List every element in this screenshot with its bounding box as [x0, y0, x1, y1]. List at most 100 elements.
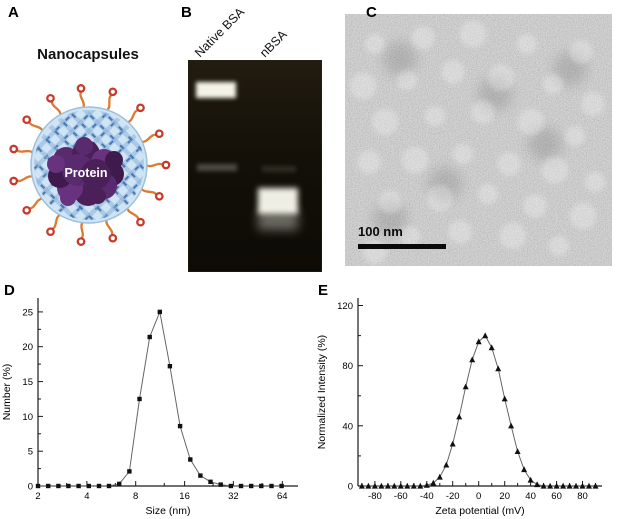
data-marker [157, 309, 162, 315]
data-marker [397, 482, 404, 489]
nanocapsule-spot [441, 60, 465, 84]
data-marker [66, 483, 71, 489]
nanocapsule-spot [378, 190, 402, 214]
protein-label: Protein [64, 166, 107, 180]
y-axis-label: Normalized Intensity (%) [316, 335, 328, 449]
nanocapsule-spot [549, 236, 569, 256]
data-marker [391, 482, 398, 489]
data-marker [46, 483, 51, 489]
data-marker [553, 482, 560, 489]
y-tick-label: 5 [28, 447, 33, 458]
x-tick-label: 40 [525, 491, 536, 502]
x-tick-label: 80 [577, 491, 588, 502]
x-tick-label: 4 [84, 491, 89, 502]
x-axis-label: Size (nm) [146, 505, 191, 517]
data-marker [469, 356, 476, 363]
nanocapsule-spot [497, 152, 521, 176]
protein-blob [90, 188, 106, 204]
nanocapsule-spot [453, 144, 473, 164]
x-tick-label: -40 [420, 491, 434, 502]
data-marker [586, 482, 592, 489]
data-marker [475, 338, 482, 345]
scale-bar-label: 100 nm [358, 224, 403, 239]
data-marker [76, 483, 81, 489]
polymer-tail [15, 148, 35, 155]
data-marker [495, 365, 502, 372]
data-marker [488, 344, 495, 351]
data-marker [117, 481, 122, 487]
data-marker [566, 482, 573, 489]
zeta-potential-chart: -80 -60 -40 -20 0 20 40 60 80 0 40 80 120 Zeta potent… [316, 298, 602, 517]
data-marker [106, 483, 112, 489]
x-tick-label: -60 [394, 491, 408, 502]
data-marker [449, 440, 456, 447]
gel-band [196, 82, 236, 98]
nanocapsule-spot [426, 184, 454, 212]
data-marker [456, 413, 463, 420]
polymer-tail [139, 133, 158, 143]
y-tick-label: 80 [342, 361, 353, 372]
panel-e-label: E [318, 282, 329, 299]
nanocapsule-spot [541, 156, 569, 184]
data-marker [514, 448, 521, 454]
gel-band [197, 164, 237, 171]
data-marker [547, 482, 554, 489]
data-marker [521, 466, 528, 473]
y-tick-label: 10 [22, 412, 33, 423]
y-tick-label: 0 [348, 482, 353, 493]
data-marker [249, 483, 254, 489]
panel-a-label: A [8, 4, 19, 21]
data-marker [238, 483, 244, 489]
data-marker [560, 482, 567, 489]
tail-end-icon [76, 84, 86, 93]
nanocapsule-spot [499, 222, 527, 250]
x-tick-label: -80 [368, 491, 382, 502]
nanocapsule-spot [569, 40, 593, 64]
data-marker [423, 482, 430, 488]
x-tick-label: 2 [35, 491, 40, 502]
data-marker [371, 482, 378, 489]
data-marker [127, 469, 132, 474]
data-marker [208, 479, 213, 484]
nanocapsules-title: Nanocapsules [37, 46, 139, 63]
polymer-tail [125, 206, 140, 222]
data-marker [96, 483, 102, 489]
x-tick-label: 32 [228, 491, 239, 502]
polymer-tail [50, 213, 62, 231]
data-marker [443, 461, 450, 468]
data-marker [436, 473, 443, 480]
data-marker [462, 383, 469, 390]
polymer-tail [139, 187, 158, 197]
polymer-tail [125, 108, 140, 124]
data-marker [365, 482, 372, 489]
data-marker [177, 423, 183, 429]
polymer-tail [80, 220, 85, 240]
tail-end-icon [46, 93, 55, 103]
nanocapsule-spot [401, 146, 429, 174]
data-marker [540, 482, 547, 489]
data-marker [269, 483, 274, 489]
tail-end-icon [154, 129, 164, 139]
data-marker [417, 482, 424, 489]
data-marker [279, 483, 284, 489]
polymer-tail [27, 197, 45, 210]
gel-electrophoresis-image [188, 60, 322, 272]
protein-blob [47, 155, 65, 173]
tail-end-icon [9, 144, 19, 154]
y-tick-label: 20 [22, 342, 33, 353]
nanocapsule-spot [543, 74, 563, 94]
data-marker [218, 482, 223, 487]
x-tick-label: 0 [476, 491, 481, 502]
data-marker [579, 482, 586, 489]
tail-end-icon [161, 160, 171, 170]
protein-blob [75, 137, 93, 155]
data-marker [384, 482, 391, 489]
nanocapsule-spot [397, 70, 417, 90]
nanocapsule-spot [565, 126, 585, 146]
gel-lane-label-native-bsa: Native BSA [192, 4, 248, 61]
nanocapsule-spot [448, 220, 472, 244]
nanocapsule-spot [585, 172, 605, 192]
nanocapsule-spot [349, 72, 377, 100]
y-axis-label: Number (%) [1, 364, 13, 421]
polymer-tail [144, 162, 165, 168]
